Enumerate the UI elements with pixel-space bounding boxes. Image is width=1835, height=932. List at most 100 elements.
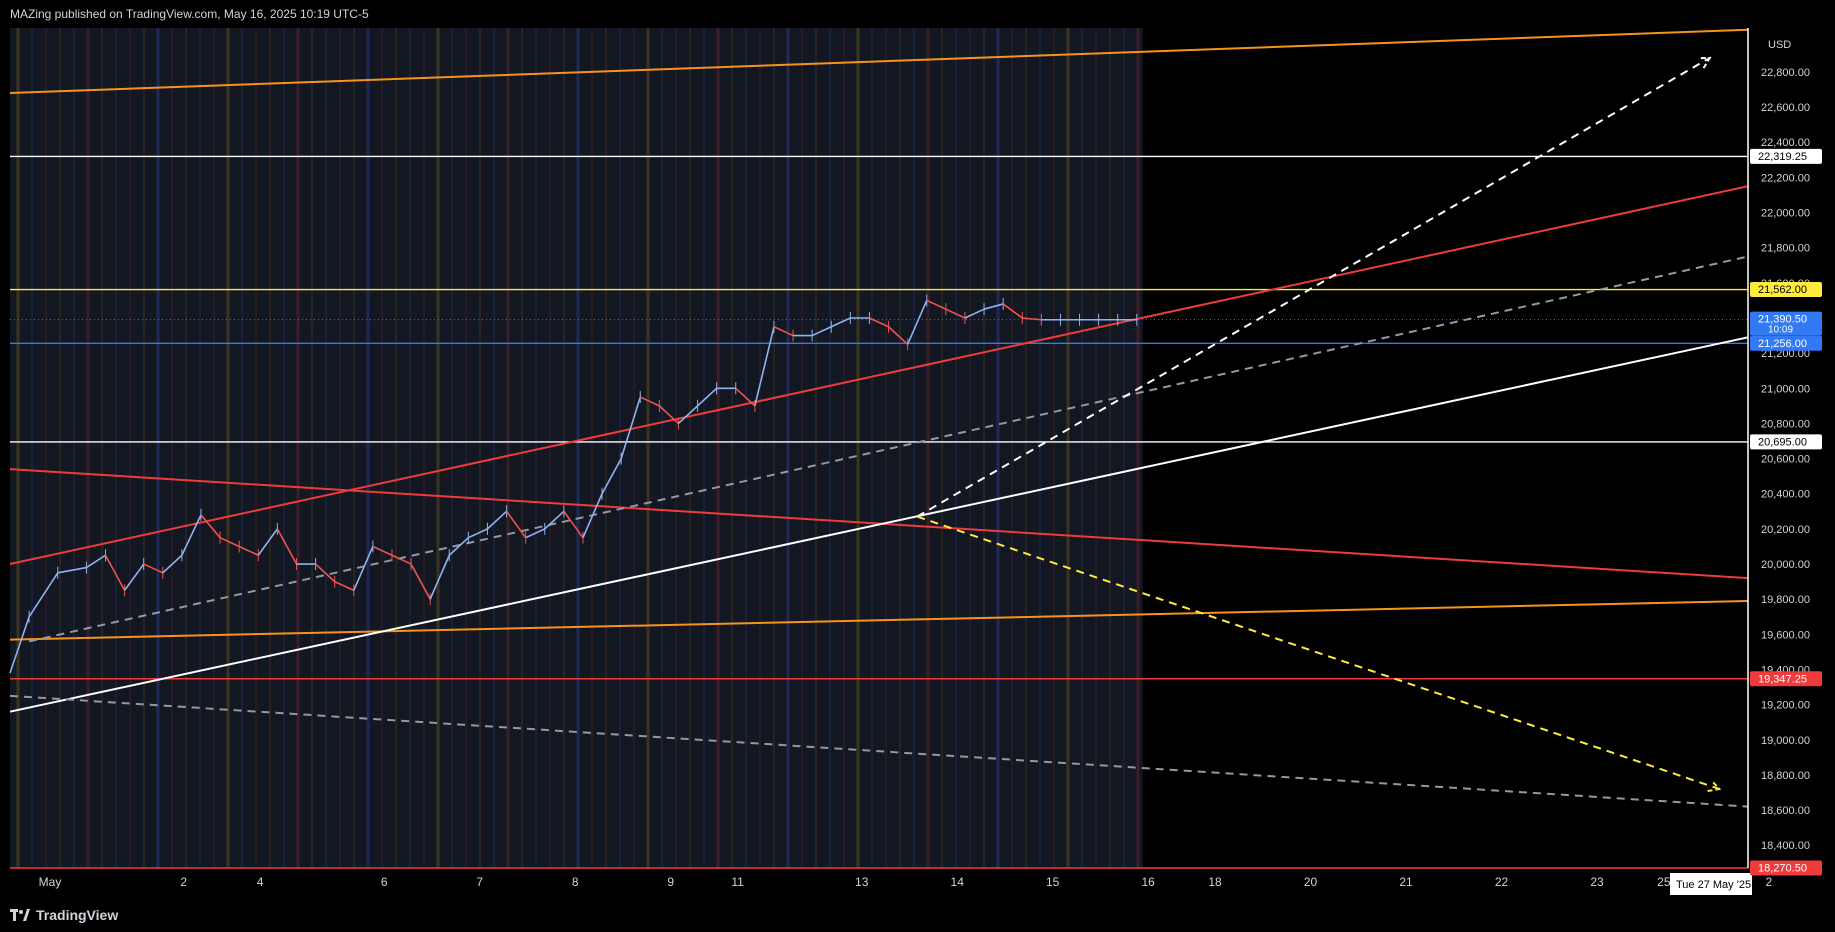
y-tick-label: 19,000.00: [1761, 735, 1810, 747]
x-tick-label: 22: [1495, 875, 1509, 889]
x-tick-label: 14: [951, 875, 965, 889]
price-segment: [85, 554, 106, 569]
y-tick-label: 20,400.00: [1761, 489, 1810, 501]
price-segment: [238, 545, 259, 556]
level-tag-bg: [1750, 282, 1822, 298]
trendline-orange-upper-channel: [9, 28, 1749, 95]
level-tag-bg: [1750, 671, 1822, 687]
price-segment: [773, 326, 794, 337]
x-tick-label: 16: [1142, 875, 1156, 889]
y-tick-label: 18,400.00: [1761, 840, 1810, 852]
level-tag-label: 20,695.00: [1758, 436, 1807, 448]
price-segment: [639, 396, 660, 407]
price-segment: [486, 510, 508, 530]
y-tick-label: 20,800.00: [1761, 418, 1810, 430]
y-tick-label: 19,200.00: [1761, 700, 1810, 712]
publisher-text: MAZing published on TradingView.com, May…: [10, 7, 369, 21]
time-axis[interactable]: May 2 4 6 7 8 9 11 13 14 15 16 18 20 21 22 23 25 2 Tue 27 M…: [39, 873, 1773, 895]
price-segment: [677, 405, 699, 425]
price-segment: [620, 396, 642, 459]
price-segment: [983, 303, 1004, 310]
level-tag-label: 19,347.25: [1758, 673, 1807, 685]
price-segment: [505, 510, 527, 539]
y-tick-label: 18,600.00: [1761, 805, 1810, 817]
x-tick-label: 6: [381, 875, 388, 889]
level-tag-label: 22,319.25: [1758, 151, 1807, 163]
y-tick-label: 22,400.00: [1761, 137, 1810, 149]
session-backgrounds: [10, 28, 1143, 868]
arrowhead-white-dashed-projection: [1697, 56, 1712, 69]
y-tick-label: 19,800.00: [1761, 594, 1810, 606]
level-tag-bg: [1750, 434, 1822, 450]
crosshair-date-label: Tue 27 May '25: [1676, 879, 1751, 891]
price-segment: [372, 545, 393, 556]
price-segment: [754, 326, 775, 407]
price-segment: [582, 493, 603, 538]
y-tick-label: 20,600.00: [1761, 454, 1810, 466]
price-segment: [143, 563, 164, 574]
x-tick-label: 11: [731, 875, 744, 889]
trendlines: [9, 28, 1749, 869]
publisher-header: MAZing published on TradingView.com, May…: [0, 0, 1835, 28]
trendline-orange-lower-channel: [9, 599, 1749, 641]
price-segment: [181, 514, 202, 556]
price-segment: [697, 387, 718, 407]
price-segment: [429, 554, 451, 600]
price-segment: [525, 528, 546, 539]
x-tick-label: 20: [1304, 875, 1318, 889]
y-tick-label: 21,200.00: [1761, 348, 1810, 360]
price-segment: [563, 510, 584, 539]
price-series: [9, 294, 1138, 674]
y-tick-label: 20,000.00: [1761, 559, 1810, 571]
level-tag-bg: [1750, 311, 1822, 336]
brand-text: TradingView: [36, 907, 119, 923]
level-tag-bg: [1750, 335, 1822, 351]
level-tag-label: 21,256.00: [1758, 338, 1807, 350]
x-tick-label: 23: [1590, 875, 1604, 889]
y-tick-label: 22,200.00: [1761, 172, 1810, 184]
level-tag-label: 21,562.00: [1758, 284, 1807, 296]
price-segment: [9, 616, 30, 674]
price-segment: [964, 308, 985, 319]
price-segment: [1022, 317, 1042, 321]
x-tick-label: 7: [476, 875, 483, 889]
y-tick-label: 22,600.00: [1761, 102, 1810, 114]
y-tick-label: 20,200.00: [1761, 524, 1810, 536]
tradingview-logo-icon: [10, 909, 30, 921]
price-segment: [410, 563, 431, 600]
price-segment: [811, 326, 832, 337]
x-tick-label: 2: [180, 875, 187, 889]
x-tick-label: 8: [572, 875, 579, 889]
price-segment: [448, 537, 469, 556]
price-segment: [28, 572, 59, 618]
x-tick-label: 25: [1657, 875, 1671, 889]
y-tick-label: 18,800.00: [1761, 770, 1810, 782]
x-tick-label: 21: [1399, 875, 1413, 889]
price-axis[interactable]: USD 18,400.00 18,600.00 18,800.00 19,000.00 1…: [1747, 28, 1810, 868]
x-tick-label: 15: [1046, 875, 1060, 889]
level-tag-bg: [1750, 860, 1822, 876]
level-tag-sublabel: 10:09: [1768, 325, 1793, 336]
trendline-grey-dashed-lower: [9, 694, 1749, 808]
price-segment: [257, 528, 279, 556]
price-segment: [334, 580, 355, 592]
price-segment: [104, 554, 126, 591]
price-segment: [926, 299, 947, 310]
trendline-yellow-dashed-projection: [916, 515, 1720, 790]
y-tick-label: 22,800.00: [1761, 67, 1810, 79]
price-segment: [123, 563, 145, 591]
x-tick-label: 2: [1766, 875, 1773, 889]
trendline-red-rising: [9, 185, 1749, 566]
trendline-white-dashed-projection: [916, 57, 1711, 518]
x-tick-label: 13: [855, 875, 869, 889]
crosshair-date-bg: [1670, 873, 1752, 895]
price-segment: [353, 546, 374, 591]
tradingview-logo[interactable]: TradingView: [10, 907, 118, 923]
price-segment: [276, 528, 298, 565]
price-segment: [162, 554, 183, 574]
trendline-white-rising: [9, 336, 1749, 713]
arrowhead-yellow-dashed-projection: [1707, 779, 1722, 793]
price-segment: [906, 300, 928, 345]
